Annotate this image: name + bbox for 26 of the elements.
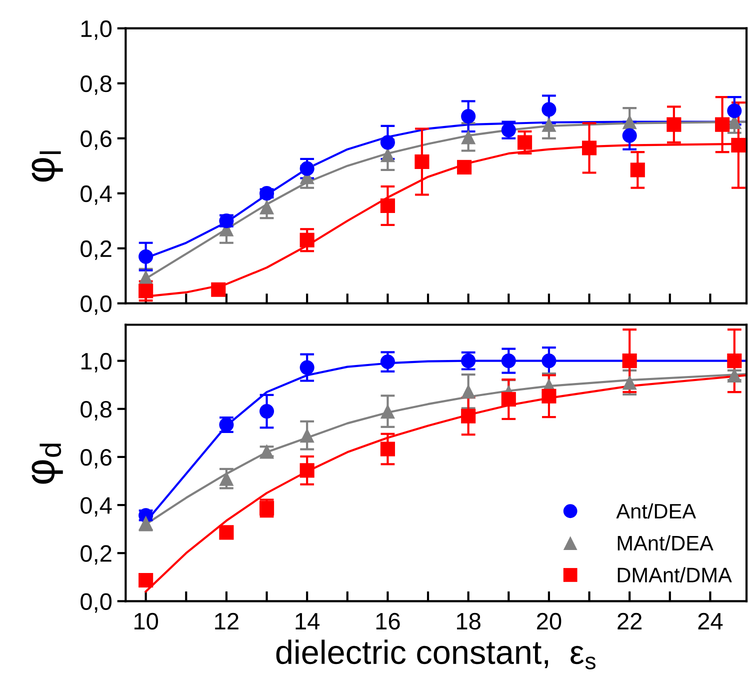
y-tick-label: 0,6: [80, 130, 112, 150]
x-tick-label: 10: [134, 612, 158, 630]
y-tick-label: 0,6: [80, 449, 112, 469]
x-tick-label: 20: [537, 612, 562, 630]
y-tick-label: 1,0: [81, 352, 112, 372]
y-tick-label: 0,4: [80, 497, 112, 517]
x-tick-label: 14: [296, 613, 320, 630]
y-tick-label: 0,2: [80, 240, 112, 260]
y-tick-label: 0,4: [80, 185, 112, 205]
x-tick-label: 22: [618, 612, 642, 630]
y-tick-label: 0,2: [80, 545, 112, 565]
legend-label: Ant/DEA: [616, 503, 696, 519]
y-axis-title: φ$_{d}$: [32, 444, 63, 484]
y-tick-label: 0,8: [80, 400, 112, 420]
x-tick-label: 18: [457, 612, 480, 630]
x-tick-label: 12: [215, 612, 238, 630]
y-tick-label: 0,0: [80, 593, 112, 613]
y-tick-label: 0,0: [80, 295, 112, 315]
legend-label: DMAnt/DMA: [618, 567, 732, 582]
y-axis-title: φ$_{l}$: [32, 151, 63, 182]
y-tick-label: 1,0: [81, 20, 112, 40]
x-tick-label: 16: [376, 612, 400, 630]
legend-label: MAnt/DEA: [618, 535, 714, 551]
x-tick-label: 24: [698, 612, 723, 630]
x-axis-title: dielectric constant, ε$_{s}$: [276, 640, 596, 670]
y-tick-label: 0,8: [80, 75, 112, 95]
